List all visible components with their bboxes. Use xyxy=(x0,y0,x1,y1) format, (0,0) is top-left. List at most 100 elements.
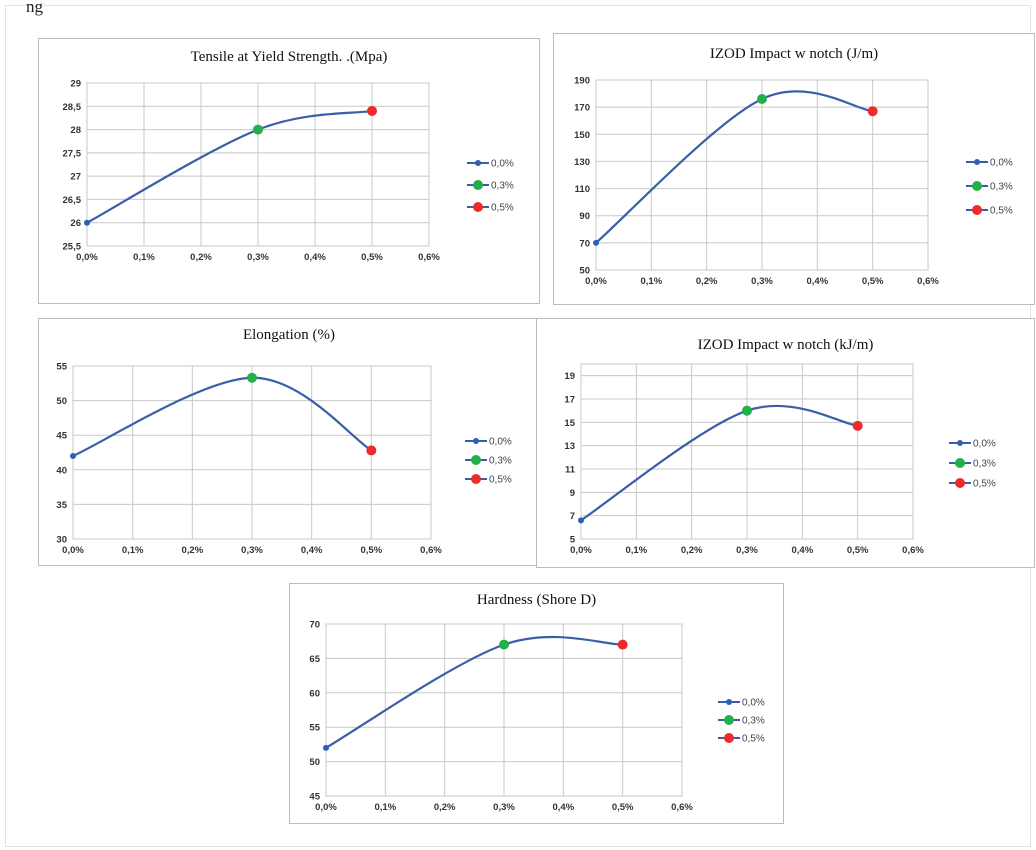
legend-marker xyxy=(972,181,982,191)
series-line xyxy=(595,90,873,244)
x-tick-label: 0,4% xyxy=(553,802,575,813)
y-tick-label: 55 xyxy=(56,362,67,373)
legend-marker xyxy=(974,159,980,165)
data-point xyxy=(499,639,509,650)
x-tick-label: 0,2% xyxy=(681,545,703,556)
y-tick-label: 15 xyxy=(564,418,575,429)
x-tick-label: 0,2% xyxy=(190,252,212,263)
y-tick-label: 45 xyxy=(309,792,320,803)
chart-title: IZOD Impact w notch (kJ/m) xyxy=(697,337,874,353)
x-tick-label: 0,3% xyxy=(736,545,758,556)
series-line xyxy=(325,635,623,749)
y-tick-label: 65 xyxy=(309,654,320,665)
x-tick-label: 0,5% xyxy=(361,545,383,556)
y-tick-label: 40 xyxy=(56,465,67,476)
data-point xyxy=(617,639,628,650)
y-tick-label: 150 xyxy=(574,130,590,141)
x-tick-label: 0,0% xyxy=(76,252,98,263)
y-tick-label: 26 xyxy=(70,218,81,229)
chart-hardness: Hardness (Shore D) 0,0% 0,1% 0,2% 0,3% 0,4% 0… xyxy=(289,583,784,824)
x-tick-label: 0,0% xyxy=(62,545,84,556)
x-tick-label: 0,1% xyxy=(626,545,648,556)
y-tick-label: 29 xyxy=(70,79,81,90)
legend-label: 0,5% xyxy=(742,734,765,745)
legend-label: 0,0% xyxy=(742,698,765,709)
legend-marker xyxy=(955,458,965,468)
x-tick-label: 0,4% xyxy=(807,276,829,287)
legend-label: 0,0% xyxy=(489,437,512,448)
x-tick-label: 0,6% xyxy=(420,545,442,556)
data-point xyxy=(84,219,90,226)
x-tick-label: 0,1% xyxy=(122,545,144,556)
legend-label: 0,5% xyxy=(973,479,996,490)
y-tick-label: 28,5 xyxy=(63,102,82,113)
chart-svg: 0,0% 0,1% 0,2% 0,3% 0,4% 0,5% 0,6% 45 50 55 60 65 70… xyxy=(309,620,765,814)
legend-label: 0,3% xyxy=(489,456,512,467)
x-tick-label: 0,0% xyxy=(315,802,337,813)
y-tick-label: 30 xyxy=(56,535,67,546)
data-point xyxy=(367,105,377,116)
legend-label: 0,5% xyxy=(491,203,514,214)
legend-marker xyxy=(972,205,982,215)
x-tick-label: 0,6% xyxy=(671,802,693,813)
chart-izod-jm: IZOD Impact w notch (J/m) 0,0% 0,1% 0,2% 0,… xyxy=(553,33,1035,305)
series-line xyxy=(580,404,858,522)
x-tick-label: 0,2% xyxy=(434,802,456,813)
series-line xyxy=(72,376,372,457)
x-tick-label: 0,6% xyxy=(902,545,924,556)
legend-label: 0,0% xyxy=(973,439,996,450)
chart-tensile-yield: Tensile at Yield Strength. .(Mpa) 0,0% 0,… xyxy=(38,38,540,304)
chart-title: Elongation (%) xyxy=(242,327,336,343)
y-tick-label: 17 xyxy=(564,395,575,406)
x-tick-label: 0,6% xyxy=(917,276,939,287)
y-tick-label: 45 xyxy=(56,431,67,442)
y-tick-label: 19 xyxy=(564,371,575,382)
y-tick-label: 60 xyxy=(309,688,320,699)
y-tick-label: 25,5 xyxy=(63,242,82,253)
y-tick-label: 70 xyxy=(309,620,320,631)
legend-marker xyxy=(471,474,481,484)
x-tick-label: 0,4% xyxy=(301,545,323,556)
x-tick-label: 0,3% xyxy=(493,802,515,813)
x-tick-label: 0,3% xyxy=(241,545,263,556)
legend-marker xyxy=(473,202,483,212)
caption-fragment: ng xyxy=(26,0,43,16)
x-tick-label: 0,5% xyxy=(361,252,383,263)
chart-svg: 0,0% 0,1% 0,2% 0,3% 0,4% 0,5% 0,6% 5 7 9 11 13 15 17 1… xyxy=(564,363,996,556)
data-point xyxy=(852,420,863,431)
y-tick-label: 130 xyxy=(574,157,590,168)
x-tick-label: 0,5% xyxy=(862,276,884,287)
x-tick-label: 0,5% xyxy=(847,545,869,556)
legend-marker xyxy=(471,455,481,465)
legend-label: 0,3% xyxy=(742,716,765,727)
x-tick-label: 0,3% xyxy=(751,276,773,287)
legend-marker xyxy=(957,440,963,446)
legend-label: 0,0% xyxy=(990,158,1013,169)
y-tick-label: 50 xyxy=(579,266,590,277)
chart-svg: 0,0% 0,1% 0,2% 0,3% 0,4% 0,5% 0,6% 25,5 26 26,5 27… xyxy=(63,79,514,264)
y-tick-label: 27 xyxy=(70,172,81,183)
legend-label: 0,0% xyxy=(491,159,514,170)
x-tick-label: 0,1% xyxy=(133,252,155,263)
y-tick-label: 55 xyxy=(309,723,320,734)
data-point xyxy=(323,744,329,751)
data-point xyxy=(253,124,263,135)
legend-label: 0,5% xyxy=(990,206,1013,217)
data-point xyxy=(247,372,257,383)
legend-marker xyxy=(724,733,734,743)
y-tick-label: 13 xyxy=(564,441,575,452)
legend-marker xyxy=(473,438,479,444)
y-tick-label: 11 xyxy=(565,465,576,476)
data-point xyxy=(578,517,584,524)
x-tick-label: 0,0% xyxy=(570,545,592,556)
y-tick-label: 190 xyxy=(574,76,590,87)
y-tick-label: 70 xyxy=(579,238,590,249)
y-tick-label: 90 xyxy=(579,211,590,222)
legend-label: 0,5% xyxy=(489,475,512,486)
y-tick-label: 28 xyxy=(70,125,81,136)
data-point xyxy=(70,452,76,459)
x-tick-label: 0,2% xyxy=(182,545,204,556)
chart-svg: 0,0% 0,1% 0,2% 0,3% 0,4% 0,5% 0,6% 30 35 40 45 50 55… xyxy=(56,362,512,557)
legend-label: 0,3% xyxy=(491,181,514,192)
x-tick-label: 0,6% xyxy=(418,252,440,263)
